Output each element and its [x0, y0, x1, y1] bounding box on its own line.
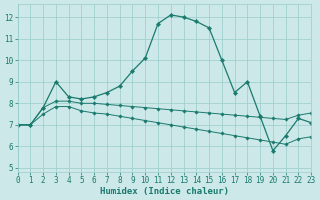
- X-axis label: Humidex (Indice chaleur): Humidex (Indice chaleur): [100, 187, 229, 196]
